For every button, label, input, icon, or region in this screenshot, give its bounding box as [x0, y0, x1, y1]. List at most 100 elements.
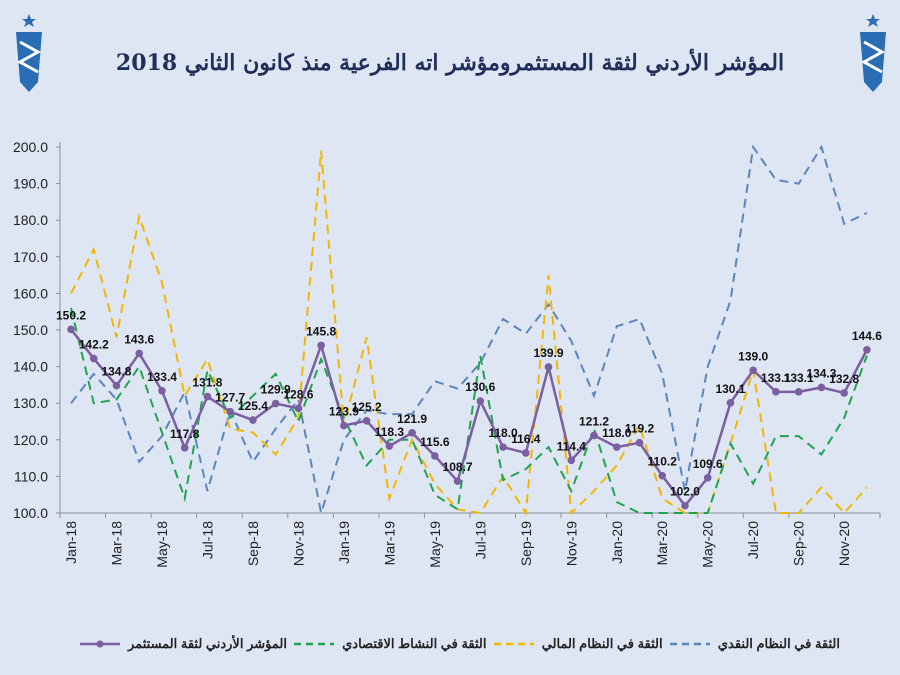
x-tick-label: Jan-18 [63, 521, 79, 564]
data-point [544, 363, 553, 371]
data-label: 127.7 [215, 391, 245, 405]
data-label: 145.8 [306, 324, 336, 338]
data-point [180, 444, 189, 452]
data-label: 150.2 [56, 308, 86, 322]
x-tick-label: Mar-18 [108, 521, 124, 566]
x-tick-label: May-19 [427, 521, 443, 568]
x-tick-label: Sep-19 [518, 521, 534, 566]
x-tick-label: Sep-18 [245, 521, 261, 566]
legend-label: الثقة في النظام المالي [541, 636, 663, 651]
data-point [385, 442, 394, 450]
data-label: 129.9 [261, 383, 291, 397]
data-label: 110.2 [648, 455, 678, 469]
data-label: 121.9 [397, 412, 427, 426]
data-point [158, 386, 166, 395]
data-label: 118.0 [488, 426, 518, 440]
data-point [135, 349, 144, 358]
y-tick-label: 180.0 [13, 212, 48, 228]
data-label: 118.3 [375, 425, 405, 439]
series-1 [70, 150, 868, 517]
data-point [772, 388, 780, 396]
logo-right [860, 14, 886, 92]
data-label: 134.8 [101, 365, 131, 379]
data-label: 139.0 [738, 349, 768, 363]
data-point [794, 388, 803, 396]
y-tick-label: 130.0 [13, 395, 48, 411]
x-tick-label: Sep-20 [791, 521, 807, 566]
data-label: 109.6 [693, 457, 723, 471]
data-point [522, 449, 530, 457]
data-label: 128.6 [283, 387, 313, 401]
data-label: 131.8 [192, 376, 222, 390]
y-tick-label: 120.0 [13, 432, 48, 448]
data-label: 133.1 [761, 371, 791, 385]
legend-swatch [493, 642, 534, 646]
data-label: 144.6 [852, 329, 882, 343]
legend-swatch [669, 642, 710, 646]
data-point [476, 397, 485, 405]
data-point [749, 366, 757, 375]
x-tick-label: Mar-20 [654, 521, 670, 566]
legend-label: الثقة في النشاط الاقتصادي [342, 636, 487, 651]
data-point [317, 341, 325, 350]
y-tick-label: 190.0 [13, 176, 48, 192]
data-label: 108.7 [443, 460, 473, 474]
data-label: 130.1 [715, 382, 745, 396]
legend-label: الثقة في النظام النقدي [717, 636, 840, 651]
data-label: 121.2 [579, 414, 609, 428]
data-point [271, 399, 280, 408]
data-label: 118.0 [602, 426, 632, 440]
data-label: 114.4 [557, 439, 587, 453]
data-point [362, 416, 371, 425]
data-point [817, 383, 826, 392]
y-tick-label: 160.0 [13, 285, 48, 301]
y-tick-label: 170.0 [13, 249, 48, 265]
series-line [70, 328, 869, 508]
series-line [70, 150, 868, 517]
data-point [249, 416, 257, 424]
data-point [431, 452, 439, 460]
data-point [567, 456, 576, 465]
data-point [635, 438, 644, 447]
data-label: 117.8 [170, 427, 200, 441]
data-label: 139.9 [534, 346, 564, 360]
data-label: 143.6 [124, 332, 154, 346]
series-3: 150.2 142.2 134.8 143.6 133.4 117.8 131.8127.7… [56, 308, 882, 510]
y-tick-label: 150.0 [13, 322, 48, 338]
y-tick-label: 100.0 [13, 505, 48, 521]
logo-left [16, 14, 42, 92]
data-label: 132.8 [829, 372, 859, 386]
legend-item: الثقة في النظام المالي [493, 636, 663, 652]
legend-label: المؤشر الأردني لثقة المستثمر [128, 636, 287, 651]
legend-item: الثقة في النظام النقدي [669, 636, 840, 652]
legend-swatch [80, 640, 121, 648]
data-point [453, 477, 462, 485]
data-point [590, 431, 598, 440]
data-label: 133.1 [784, 371, 814, 385]
data-point [408, 429, 416, 437]
data-label: 142.2 [79, 338, 109, 352]
legend: المؤشر الأردني لثقة المستثمر الثقة في الن… [80, 636, 840, 652]
data-label: 123.9 [329, 405, 359, 419]
x-tick-label: May-18 [154, 521, 170, 568]
data-point [703, 474, 712, 482]
data-label: 125.2 [352, 400, 382, 414]
data-point [203, 392, 212, 401]
series-line [70, 144, 868, 514]
x-tick-label: Nov-19 [563, 521, 579, 566]
x-tick-label: Jan-20 [609, 521, 625, 564]
data-label: 102.0 [670, 485, 700, 499]
series-line [70, 307, 868, 514]
x-tick-label: Nov-20 [836, 521, 852, 566]
data-point [681, 501, 689, 510]
x-tick-label: Mar-19 [381, 521, 397, 566]
data-point [840, 389, 848, 397]
data-point [67, 325, 75, 334]
data-point [658, 471, 667, 480]
data-label: 134.3 [806, 366, 836, 380]
series-2 [70, 307, 868, 514]
x-tick-label: Jul-20 [745, 521, 761, 559]
x-tick-label: Jul-19 [472, 521, 488, 559]
y-tick-label: 110.0 [14, 468, 48, 484]
